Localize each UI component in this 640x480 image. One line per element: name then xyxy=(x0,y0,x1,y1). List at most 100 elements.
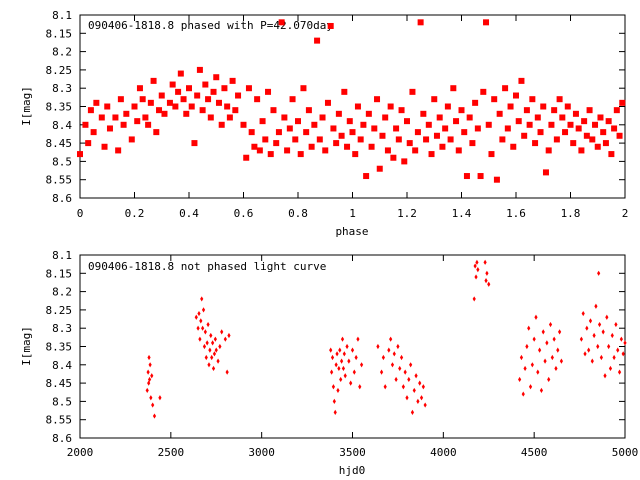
phased-data-point xyxy=(346,118,353,125)
unphased-data-point xyxy=(412,387,416,394)
unphased-data-point xyxy=(623,340,627,346)
unphased-data-point xyxy=(203,329,207,335)
phased-data-point xyxy=(308,143,315,150)
unphased-data-point xyxy=(151,402,155,408)
phased-data-point xyxy=(414,129,421,136)
phased-data-point xyxy=(256,147,263,154)
unphased-data-point xyxy=(342,351,346,357)
unphased-ytick-label: 8.3 xyxy=(52,322,72,335)
phased-data-point xyxy=(186,85,192,92)
unphased-data-point xyxy=(399,354,404,361)
unphased-data-point xyxy=(349,380,353,386)
unphased-data-point xyxy=(214,347,218,353)
phased-data-point xyxy=(120,121,127,128)
phased-data-point xyxy=(360,121,367,128)
phased-data-point xyxy=(300,85,307,92)
phased-xtick-label: 1.2 xyxy=(397,207,417,220)
unphased-data-point xyxy=(550,354,554,361)
phased-data-point xyxy=(218,121,225,128)
phased-data-point xyxy=(412,147,419,154)
unphased-data-point xyxy=(333,409,337,415)
unphased-data-point xyxy=(329,347,333,353)
phased-data-point xyxy=(207,114,214,121)
phased-data-point xyxy=(526,121,533,128)
unphased-data-point xyxy=(338,347,342,353)
unphased-data-point xyxy=(352,369,356,375)
phased-data-point xyxy=(504,125,511,132)
unphased-data-point xyxy=(392,351,396,357)
unphased-data-point xyxy=(337,365,341,372)
phased-data-point xyxy=(183,110,190,117)
phased-data-point xyxy=(139,96,146,103)
phased-data-point xyxy=(235,92,242,99)
unphased-data-point xyxy=(616,347,620,353)
phased-data-point xyxy=(477,173,484,180)
phased-data-point xyxy=(281,114,288,121)
phased-data-point xyxy=(496,110,503,117)
unphased-data-point xyxy=(621,351,625,357)
unphased-data-point xyxy=(220,329,224,335)
phased-data-point xyxy=(548,121,555,128)
phased-data-point xyxy=(442,125,449,132)
phased-ytick-label: 8.15 xyxy=(46,27,73,40)
unphased-data-point xyxy=(416,398,420,404)
phased-data-point xyxy=(224,103,231,110)
unphased-ytick-label: 8.15 xyxy=(46,267,73,280)
phased-data-point xyxy=(128,136,135,143)
unphased-ytick-label: 8.5 xyxy=(52,395,72,408)
phased-data-point xyxy=(106,125,113,132)
phased-data-point xyxy=(262,136,269,143)
phased-data-point xyxy=(534,114,541,121)
unphased-data-point xyxy=(358,384,362,390)
unphased-plot-ylabel: I[mag] xyxy=(20,326,33,366)
unphased-data-point xyxy=(211,365,216,372)
phased-data-point xyxy=(562,129,569,136)
phased-xtick-label: 0.6 xyxy=(234,207,254,220)
phased-data-point xyxy=(420,110,427,117)
unphased-data-point xyxy=(521,391,525,397)
unphased-xtick-label: 3000 xyxy=(248,446,275,459)
unphased-data-point xyxy=(196,325,200,331)
phased-data-point xyxy=(537,129,544,136)
phased-data-point xyxy=(327,22,334,29)
phased-data-point xyxy=(379,132,386,139)
phased-data-point xyxy=(289,96,296,103)
unphased-data-point xyxy=(597,321,602,328)
unphased-data-point xyxy=(336,387,340,394)
unphased-data-point xyxy=(539,387,544,394)
phased-data-point xyxy=(354,103,361,110)
phased-data-point xyxy=(115,147,122,154)
unphased-data-point xyxy=(610,332,614,339)
unphased-data-point xyxy=(218,343,222,350)
phased-data-point xyxy=(491,96,498,103)
phased-ytick-label: 8.1 xyxy=(52,9,72,22)
unphased-data-point xyxy=(559,358,564,364)
phased-data-point xyxy=(594,143,601,150)
phased-data-point xyxy=(101,143,108,150)
phased-data-point xyxy=(592,121,599,128)
unphased-data-point xyxy=(211,340,215,346)
phased-ytick-label: 8.55 xyxy=(46,174,73,187)
phased-ytick-label: 8.25 xyxy=(46,64,73,77)
unphased-data-point xyxy=(345,343,349,350)
phased-data-point xyxy=(213,74,220,81)
unphased-data-point xyxy=(213,336,217,342)
phased-data-point xyxy=(540,103,547,110)
phased-data-point xyxy=(463,173,470,180)
unphased-data-point xyxy=(547,376,551,383)
phased-data-point xyxy=(431,96,438,103)
unphased-data-point xyxy=(227,332,231,339)
unphased-data-point xyxy=(147,376,152,383)
phased-data-point xyxy=(158,92,165,99)
phased-data-point xyxy=(611,125,618,132)
phased-data-point xyxy=(131,103,138,110)
unphased-data-point xyxy=(558,329,562,335)
unphased-data-point xyxy=(148,362,152,368)
phased-data-point xyxy=(169,81,176,88)
phased-data-point xyxy=(123,110,130,117)
phased-data-point xyxy=(226,114,233,121)
phased-data-point xyxy=(311,121,318,128)
phased-xtick-label: 0.2 xyxy=(125,207,145,220)
unphased-data-point xyxy=(487,281,491,287)
unphased-data-point xyxy=(198,336,202,342)
